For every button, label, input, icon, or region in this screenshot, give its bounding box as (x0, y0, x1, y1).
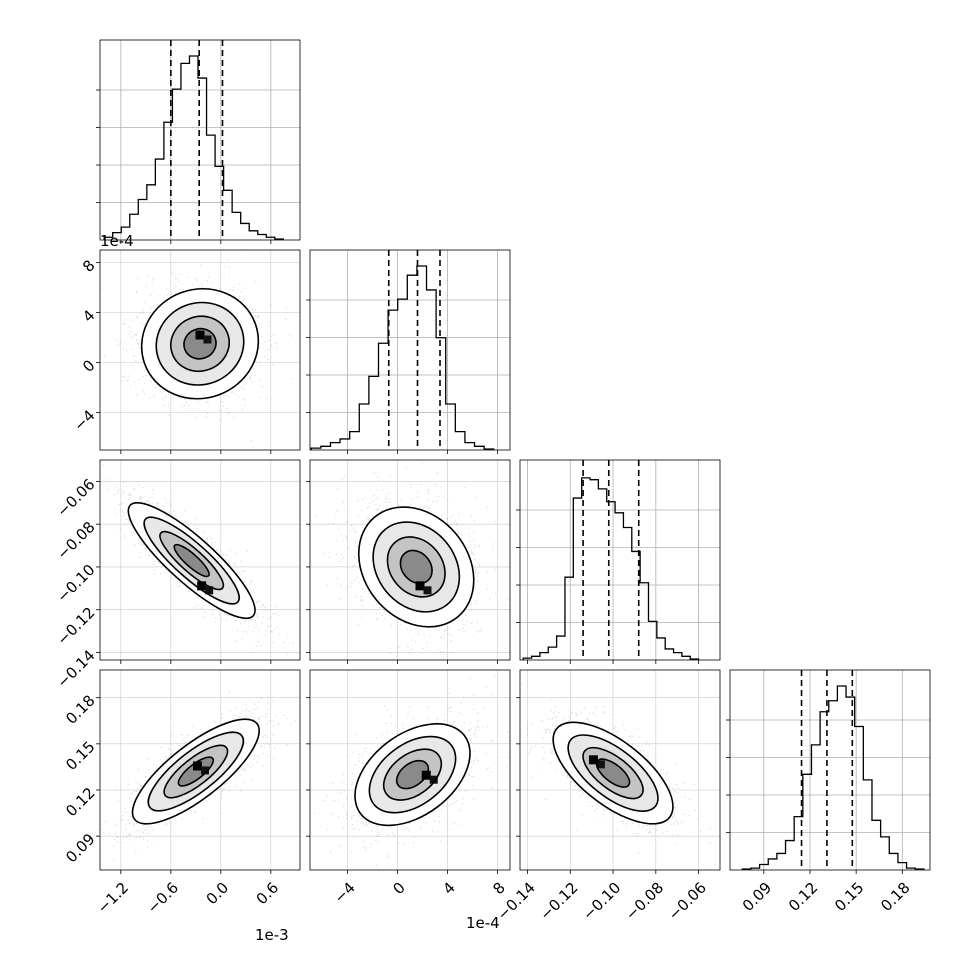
density-peak-cell-2 (596, 760, 605, 769)
scatter-panel-0-2 (96, 459, 301, 664)
density-fill-3 (396, 760, 429, 789)
offset-label-y-param1: 1e-4 (100, 232, 134, 250)
density-peak-cell (193, 761, 202, 771)
histogram-step-line (103, 55, 284, 240)
panel-frame (309, 249, 511, 451)
panel-frame (519, 459, 721, 661)
contour-line-1 (567, 734, 659, 812)
histogram-panel-1 (306, 249, 511, 454)
panel-frame (519, 669, 721, 871)
panel-content (521, 683, 716, 866)
contour-line-0 (552, 721, 674, 825)
contour-line-0 (131, 718, 260, 825)
histogram-panel-3 (726, 669, 931, 874)
histogram-step-line (522, 477, 700, 660)
panel-frame (309, 459, 511, 661)
contour-line-2 (163, 744, 229, 799)
density-fill-3 (178, 757, 214, 786)
density-peak-cell (195, 330, 205, 340)
density-peak-cell-2 (429, 775, 438, 784)
contour-line-2 (382, 748, 443, 801)
histogram-panel-0 (96, 39, 301, 244)
contour-line-0 (127, 501, 256, 620)
contour-line-1 (372, 521, 461, 613)
offset-label-x-param1: 1e-4 (466, 914, 500, 932)
density-fill-3 (174, 544, 210, 577)
panel-content (100, 691, 296, 861)
contour-line-3 (595, 758, 631, 788)
panel-frame (99, 669, 301, 871)
density-peak-cell-2 (423, 586, 432, 595)
panel-content (101, 255, 300, 442)
contour-line-3 (183, 327, 217, 360)
histogram-panel-2 (516, 459, 721, 664)
panels: −1.2 −0.6 0.0 0.6 −4 0 4 8−0.14−0.12−0.10−0.08−… (53, 39, 931, 924)
histogram-step-line (741, 685, 925, 870)
panel-content (314, 675, 510, 870)
density-peak-cell-2 (205, 586, 214, 595)
contour-line-1 (368, 735, 457, 814)
scatter-panel-0-1 (96, 249, 301, 454)
contour-line-0 (354, 723, 471, 827)
contour-line-3 (177, 756, 215, 787)
contour-line-0 (140, 287, 260, 400)
panel-frame (729, 669, 931, 871)
density-peak-cell (415, 581, 425, 591)
density-fill-3 (400, 550, 433, 584)
scatter-panel-0-3 (96, 669, 301, 874)
panel-content (315, 463, 510, 654)
histogram-step-line (310, 265, 495, 450)
contour-line-2 (170, 315, 230, 373)
density-peak-cell-2 (203, 335, 212, 344)
contour-line-2 (159, 530, 225, 591)
contour-line-2 (386, 536, 446, 598)
panel-frame (99, 459, 301, 661)
contour-line-1 (155, 301, 245, 386)
scatter-panel-1-2 (306, 459, 511, 664)
density-peak-cell-2 (201, 766, 209, 775)
contour-line-3 (399, 549, 433, 585)
offset-label-x-param0: 1e-3 (255, 926, 289, 944)
contour-line-1 (147, 731, 245, 812)
panel-frame (309, 669, 511, 871)
contour-line-1 (143, 516, 240, 605)
contour-line-2 (582, 746, 644, 800)
scatter-panel-2-3 (516, 669, 721, 874)
scatter-panel-1-3 (306, 669, 511, 874)
contour-line-0 (357, 506, 475, 628)
contour-line-3 (395, 759, 430, 790)
panel-frame (99, 249, 301, 451)
panel-content (100, 463, 294, 655)
contour-line-3 (173, 543, 210, 578)
panel-frame (99, 39, 301, 241)
density-peak-cell (197, 581, 207, 591)
density-peak-cell (588, 755, 598, 765)
